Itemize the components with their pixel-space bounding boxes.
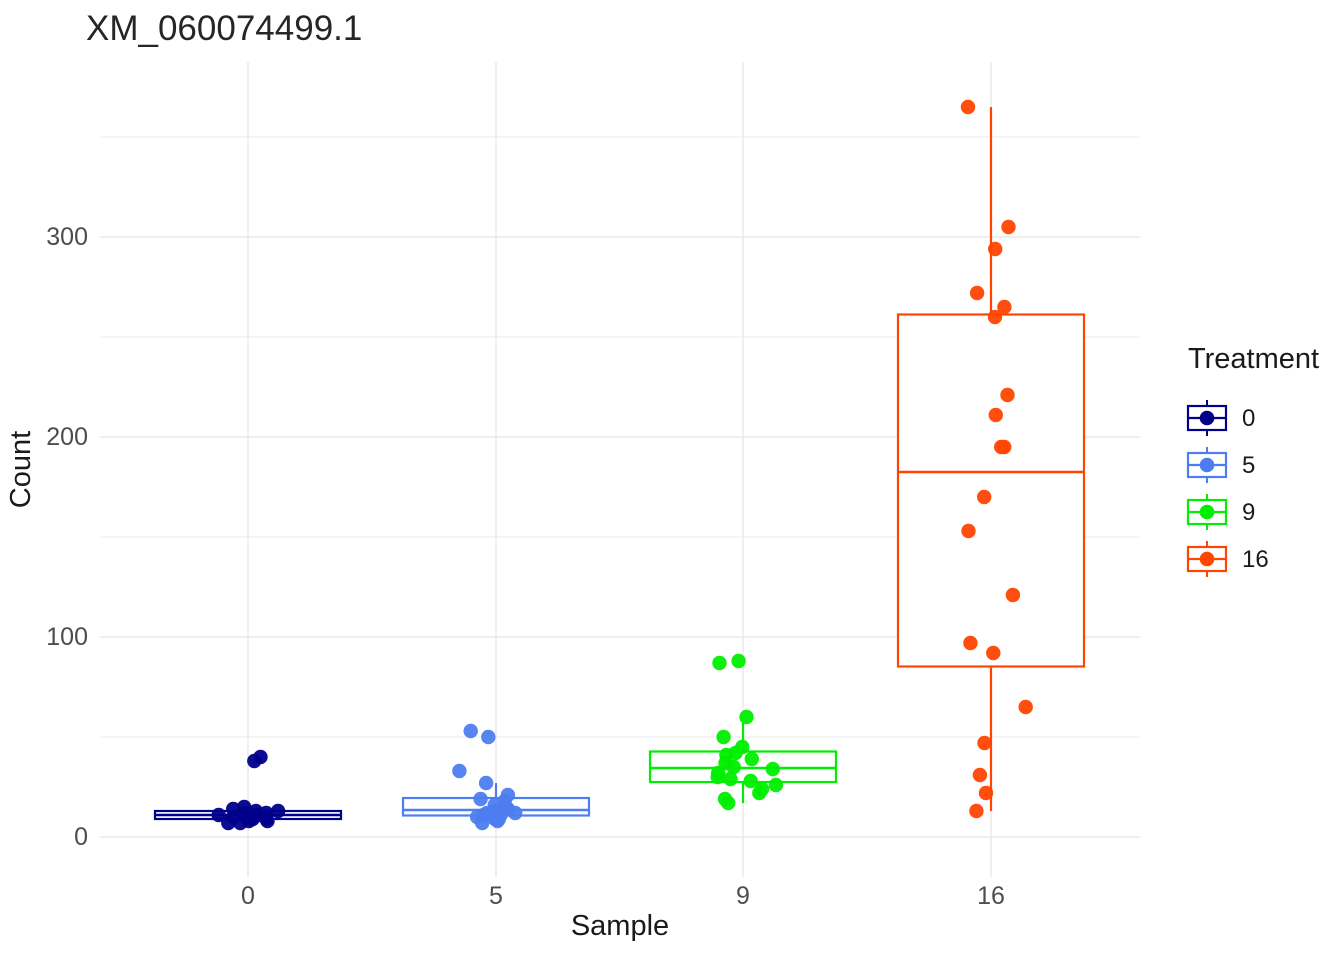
svg-text:9: 9: [736, 882, 750, 910]
svg-text:200: 200: [46, 423, 88, 451]
svg-text:100: 100: [46, 623, 88, 651]
svg-text:XM_060074499.1: XM_060074499.1: [86, 9, 362, 48]
svg-text:5: 5: [489, 882, 503, 910]
svg-text:16: 16: [977, 882, 1005, 910]
svg-text:0: 0: [1242, 405, 1255, 432]
svg-text:0: 0: [74, 823, 88, 851]
svg-text:Treatment: Treatment: [1188, 343, 1319, 375]
svg-text:300: 300: [46, 223, 88, 251]
svg-text:Count: Count: [5, 431, 37, 508]
svg-text:16: 16: [1242, 546, 1269, 573]
svg-text:Sample: Sample: [571, 910, 669, 942]
svg-text:5: 5: [1242, 452, 1255, 479]
svg-text:0: 0: [241, 882, 255, 910]
svg-text:9: 9: [1242, 499, 1255, 526]
